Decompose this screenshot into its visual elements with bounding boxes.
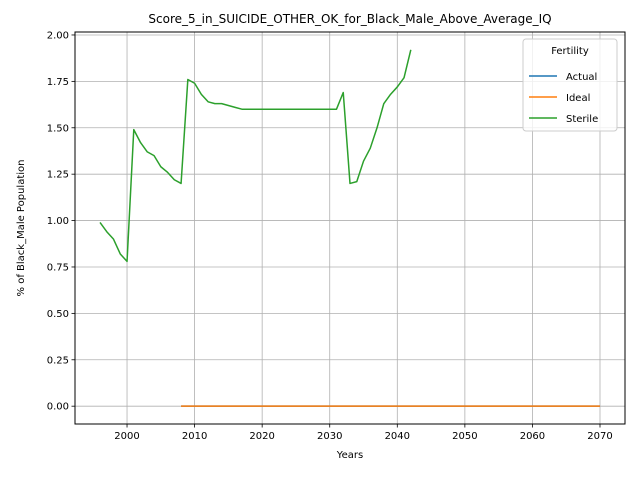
y-tick-label: 2.00 xyxy=(47,30,69,41)
y-tick-label: 1.25 xyxy=(47,170,69,181)
x-tick-label: 2000 xyxy=(114,431,139,442)
y-axis-label: % of Black_Male Population xyxy=(16,160,27,297)
x-tick-label: 2070 xyxy=(587,431,612,442)
chart-title: Score_5_in_SUICIDE_OTHER_OK_for_Black_Ma… xyxy=(148,12,551,26)
y-tick-label: 0.75 xyxy=(47,262,69,273)
legend-box xyxy=(522,38,618,132)
series-line-sterile xyxy=(99,49,412,263)
series-lines xyxy=(99,49,600,407)
x-axis-ticks: 2000 2010 2020 2030 2040 2050 2060 2070 xyxy=(114,424,613,442)
legend-entry: Actual xyxy=(566,72,597,83)
y-tick-label: 1.75 xyxy=(47,77,69,88)
y-tick-label: 1.50 xyxy=(47,123,69,134)
y-tick-label: 0.50 xyxy=(47,309,69,320)
x-tick-label: 2050 xyxy=(452,431,477,442)
y-tick-label: 1.00 xyxy=(47,216,69,227)
y-axis-ticks: 0.00 0.25 0.50 0.75 1.00 1.25 1.50 1.75 2.00 xyxy=(47,30,75,413)
y-tick-label: 0.25 xyxy=(47,355,69,366)
legend-entry: Ideal xyxy=(566,93,590,104)
x-axis-label: Years xyxy=(336,450,363,461)
x-tick-label: 2040 xyxy=(385,431,410,442)
legend: Fertility Actual Ideal Sterile xyxy=(522,38,618,132)
plot-frame xyxy=(74,31,626,425)
x-tick-label: 2060 xyxy=(520,431,545,442)
x-tick-label: 2020 xyxy=(249,431,274,442)
legend-title: Fertility xyxy=(551,46,589,57)
y-tick-label: 0.00 xyxy=(47,402,69,413)
x-tick-label: 2010 xyxy=(182,431,207,442)
legend-entry: Sterile xyxy=(566,114,598,125)
x-tick-label: 2030 xyxy=(317,431,342,442)
